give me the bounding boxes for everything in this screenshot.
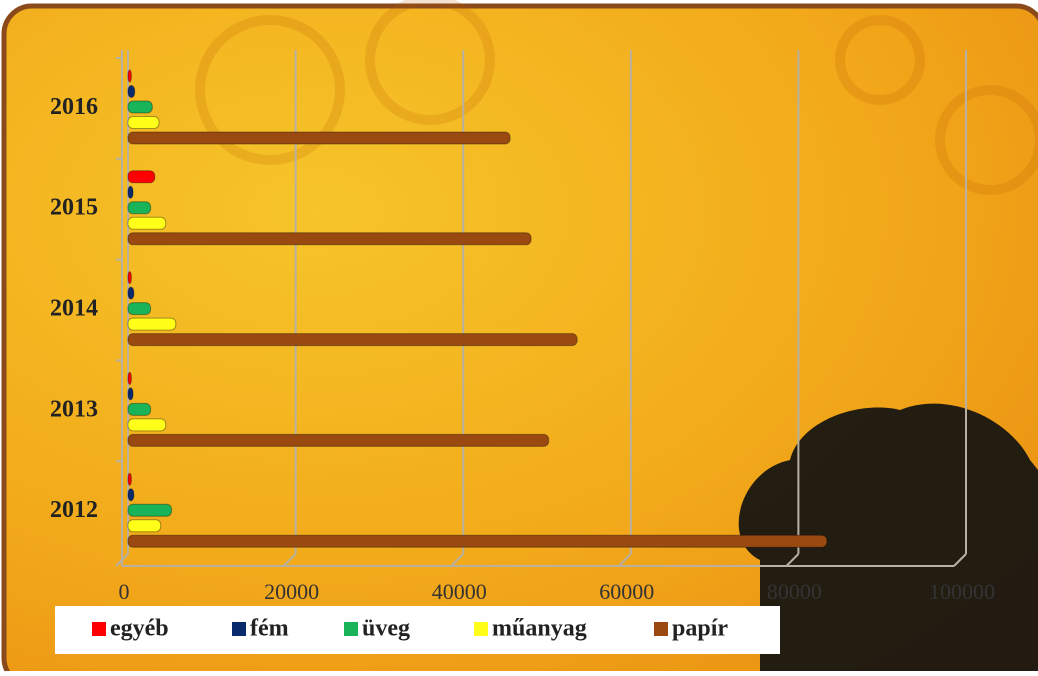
bar — [127, 302, 152, 316]
x-tick-label: 40000 — [432, 579, 487, 604]
bar — [127, 69, 132, 83]
bar — [127, 201, 152, 215]
legend-swatch — [232, 622, 246, 636]
x-tick-label: 0 — [119, 579, 130, 604]
x-tick-label: 60000 — [599, 579, 654, 604]
y-tick-label: 2014 — [50, 296, 98, 322]
legend-label: üveg — [362, 616, 410, 642]
bar — [127, 286, 135, 300]
bar — [127, 519, 162, 533]
decoration — [195, 0, 1038, 195]
y-tick-label: 2012 — [50, 497, 98, 523]
x-tick-label: 100000 — [929, 579, 995, 604]
bar — [127, 116, 160, 129]
bar — [127, 472, 132, 486]
legend-label: egyéb — [110, 616, 169, 642]
tree-silhouette — [738, 403, 1038, 671]
legend-label: műanyag — [492, 616, 587, 642]
bar — [127, 402, 152, 416]
legend-label: fém — [250, 616, 289, 642]
bar — [127, 232, 532, 246]
legend-swatch — [474, 622, 488, 636]
bar — [127, 433, 550, 447]
bar — [127, 216, 167, 230]
bar — [127, 387, 134, 401]
grid-line — [618, 553, 632, 567]
grid-line — [785, 553, 800, 567]
bar — [127, 534, 828, 548]
bar — [127, 100, 153, 114]
grid-line — [450, 553, 464, 567]
legend-swatch — [344, 622, 358, 636]
legend-swatch — [654, 622, 668, 636]
bar — [127, 131, 511, 145]
bar — [127, 317, 177, 331]
y-tick-label: 2015 — [50, 195, 98, 221]
x-tick-label: 80000 — [767, 579, 822, 604]
bar — [127, 418, 167, 432]
x-tick-label: 20000 — [264, 579, 319, 604]
bar — [127, 170, 156, 184]
bar — [127, 85, 136, 98]
grid-line — [953, 553, 967, 567]
y-tick-label: 2016 — [50, 94, 98, 120]
bar — [127, 271, 132, 285]
bar — [127, 488, 135, 502]
bar — [127, 333, 578, 347]
y-tick-label: 2013 — [50, 396, 98, 422]
bar — [127, 185, 134, 199]
legend-swatch — [92, 622, 106, 636]
legend-label: papír — [672, 616, 728, 642]
bar — [127, 371, 132, 385]
grid-line — [282, 553, 297, 567]
bar — [127, 503, 173, 517]
